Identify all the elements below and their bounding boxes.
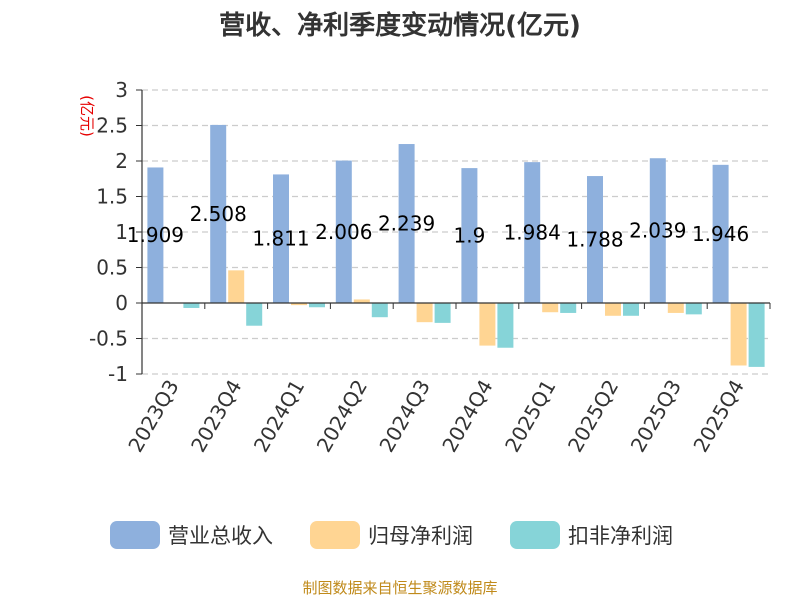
data-label: 2.508 xyxy=(190,202,247,226)
chart-title: 营收、净利季度变动情况(亿元) xyxy=(219,10,581,41)
x-tick-label: 2023Q4 xyxy=(186,376,246,457)
y-axis-unit: (亿元) xyxy=(78,95,96,137)
bar-revenue xyxy=(649,158,666,303)
data-label: 1.788 xyxy=(566,228,623,252)
y-tick-label: 1.5 xyxy=(96,185,128,209)
bar-parent-profit xyxy=(667,303,684,313)
bar-parent-profit xyxy=(291,303,307,306)
y-tick-label: 2.5 xyxy=(96,114,128,138)
legend: 营业总收入 归母净利润 扣非净利润 xyxy=(110,521,673,549)
bar-deducted-profit xyxy=(497,303,514,348)
legend-item[interactable]: 营业总收入 xyxy=(110,521,273,549)
data-label: 2.239 xyxy=(378,212,435,236)
x-tick-label: 2024Q4 xyxy=(437,376,497,457)
data-label: 2.039 xyxy=(629,219,686,243)
y-tick-label: -1 xyxy=(108,362,128,386)
bar-deducted-profit xyxy=(246,303,263,326)
bar-deducted-profit xyxy=(623,303,639,316)
legend-swatch xyxy=(310,521,360,549)
bar-deducted-profit xyxy=(434,303,451,323)
bar-parent-profit xyxy=(353,299,370,303)
bar-deducted-profit xyxy=(560,303,577,313)
bar-revenue xyxy=(398,144,415,303)
bar-revenue xyxy=(524,162,541,303)
y-tick-label: 2 xyxy=(115,149,128,173)
bar-parent-profit xyxy=(416,303,433,323)
legend-swatch xyxy=(510,521,560,549)
x-tick-label: 2024Q1 xyxy=(249,376,309,457)
bar-deducted-profit xyxy=(309,303,325,308)
bar-deducted-profit xyxy=(748,303,765,367)
bar-revenue xyxy=(461,168,478,303)
bar-revenue xyxy=(273,174,289,303)
bar-parent-profit xyxy=(479,303,496,346)
y-tick-label: -0.5 xyxy=(89,327,128,351)
bar-deducted-profit xyxy=(183,303,200,308)
bar-revenue xyxy=(587,176,603,303)
x-tick-label: 2025Q4 xyxy=(688,376,748,457)
x-tick-label: 2025Q2 xyxy=(563,376,623,457)
legend-item[interactable]: 扣非净利润 xyxy=(510,521,673,549)
data-label: 2.006 xyxy=(315,220,372,244)
gridlines xyxy=(142,89,770,375)
x-tick-label: 2023Q3 xyxy=(123,376,183,457)
bar-revenue xyxy=(335,160,352,303)
bars xyxy=(147,124,765,367)
data-label: 1.946 xyxy=(692,222,749,246)
data-label: 1.909 xyxy=(127,223,184,247)
data-label: 1.9 xyxy=(453,224,485,248)
source-note: 制图数据来自恒生聚源数据库 xyxy=(302,579,497,597)
bar-revenue xyxy=(712,164,729,303)
bar-deducted-profit xyxy=(371,303,388,318)
legend-swatch xyxy=(110,521,160,549)
bar-revenue xyxy=(210,124,227,303)
bar-parent-profit xyxy=(605,303,621,316)
legend-label: 营业总收入 xyxy=(168,524,273,548)
bar-parent-profit xyxy=(730,303,747,366)
x-tick-label: 2025Q3 xyxy=(626,376,686,457)
data-label: 1.984 xyxy=(504,221,561,245)
bar-revenue xyxy=(147,167,164,303)
x-tick-label: 2025Q1 xyxy=(500,376,560,457)
bar-parent-profit xyxy=(228,270,245,303)
legend-label: 扣非净利润 xyxy=(568,524,673,548)
bar-deducted-profit xyxy=(685,303,702,315)
data-label: 1.811 xyxy=(252,227,309,251)
legend-label: 归母净利润 xyxy=(368,524,473,548)
legend-item[interactable]: 归母净利润 xyxy=(310,521,473,549)
x-tick-label: 2024Q3 xyxy=(374,376,434,457)
x-tick-label: 2024Q2 xyxy=(312,376,372,457)
y-tick-label: 0.5 xyxy=(96,256,128,280)
bar-parent-profit xyxy=(542,303,559,313)
y-tick-label: 1 xyxy=(115,220,128,244)
y-tick-label: 3 xyxy=(115,78,128,102)
y-tick-label: 0 xyxy=(115,291,128,315)
